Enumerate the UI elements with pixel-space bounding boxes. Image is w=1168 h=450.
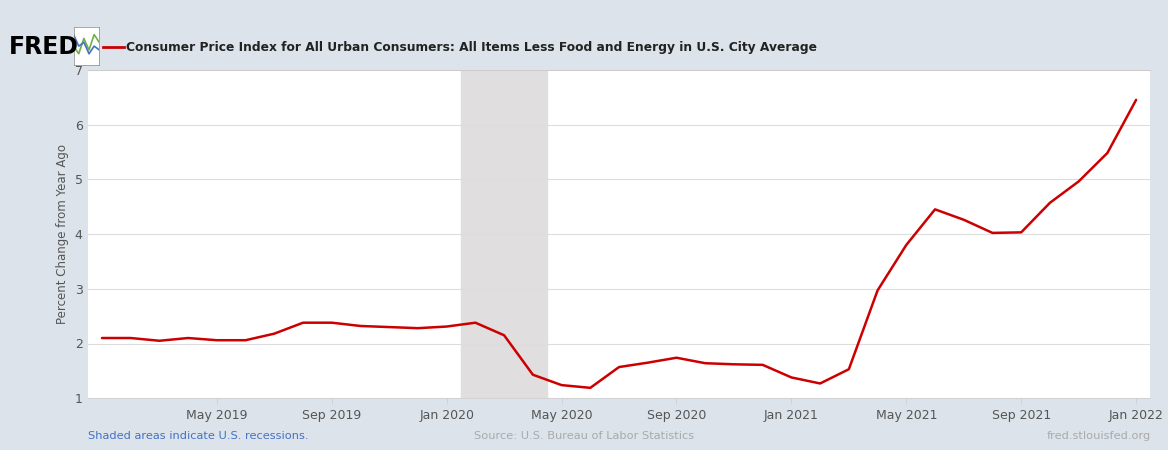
Text: Source: U.S. Bureau of Labor Statistics: Source: U.S. Bureau of Labor Statistics [474,431,694,441]
Text: Shaded areas indicate U.S. recessions.: Shaded areas indicate U.S. recessions. [88,431,308,441]
Y-axis label: Percent Change from Year Ago: Percent Change from Year Ago [56,144,69,324]
Text: fred.stlouisfed.org: fred.stlouisfed.org [1047,431,1150,441]
Bar [461,70,548,398]
Text: FRED: FRED [9,35,79,59]
Text: Consumer Price Index for All Urban Consumers: All Items Less Food and Energy in : Consumer Price Index for All Urban Consu… [126,41,818,54]
